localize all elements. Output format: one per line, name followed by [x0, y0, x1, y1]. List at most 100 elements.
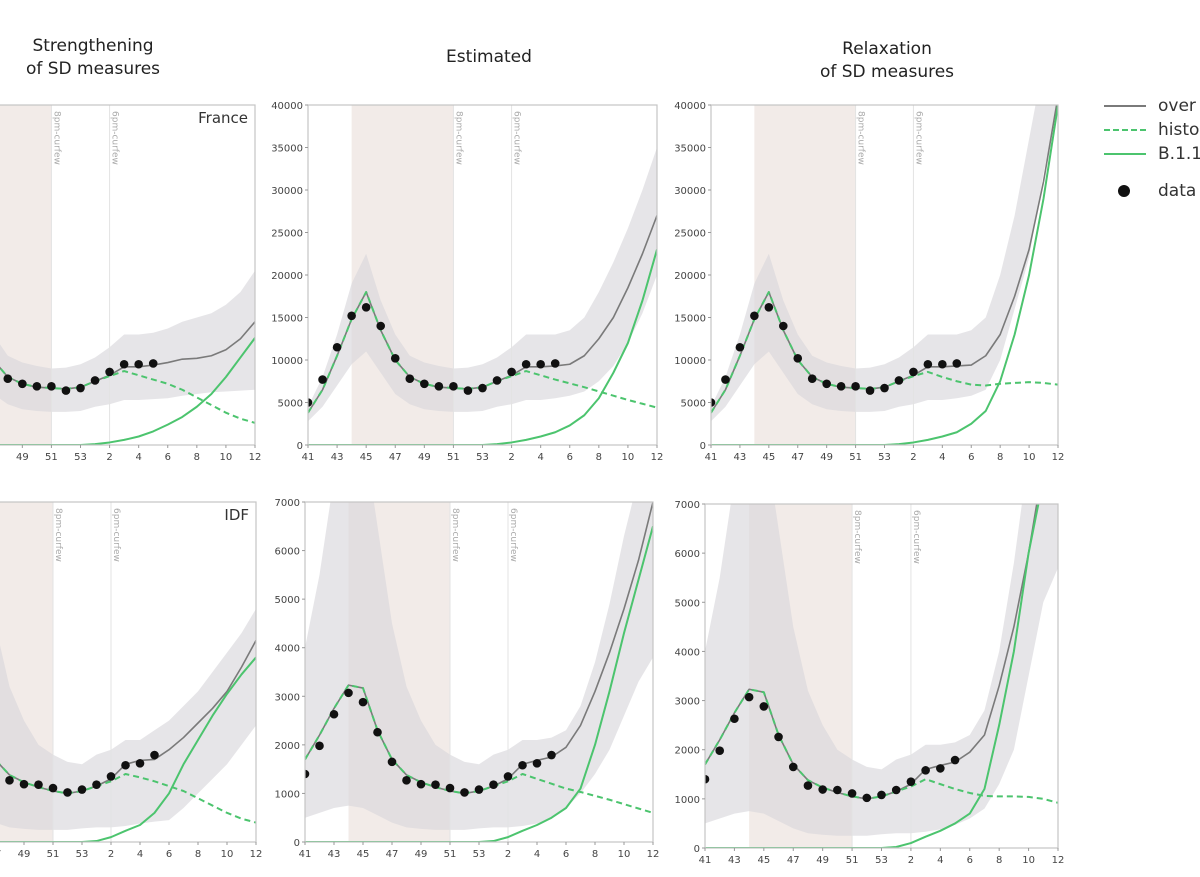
- data-point: [894, 376, 904, 385]
- x-tick-label: 43: [734, 452, 747, 463]
- data-point: [3, 374, 13, 384]
- b117-line: [308, 249, 657, 445]
- data-point: [865, 386, 875, 395]
- x-tick-label: 12: [1052, 452, 1065, 463]
- curfew-label: 6pm-curfew: [508, 508, 518, 562]
- data-point: [134, 359, 143, 369]
- data-point: [744, 692, 754, 702]
- data-point: [862, 793, 872, 803]
- x-tick-label: 12: [647, 849, 660, 860]
- y-tick-label: 4000: [275, 644, 300, 655]
- x-tick-label: 47: [0, 849, 1, 860]
- curfew-label: 8pm-curfew: [453, 111, 463, 165]
- data-point: [518, 760, 527, 770]
- legend-solid-gray-line-icon: [1104, 105, 1146, 107]
- data-point: [19, 779, 29, 789]
- data-point: [478, 383, 487, 393]
- x-tick-label: 53: [473, 849, 486, 860]
- title-line: Strengthening: [32, 36, 154, 56]
- data-point: [63, 788, 72, 797]
- title-line: of SD measures: [25, 59, 161, 79]
- x-tick-label: 41: [299, 849, 312, 860]
- data-point: [521, 359, 531, 369]
- legend-label: histo: [1158, 120, 1200, 140]
- x-tick-label: 6: [567, 452, 573, 463]
- legend-label: data: [1158, 181, 1197, 201]
- y-tick-label: 40000: [271, 101, 303, 112]
- x-tick-label: 51: [849, 452, 862, 463]
- x-tick-label: 51: [444, 849, 457, 860]
- x-tick-label: 4: [534, 849, 540, 860]
- uncertainty-band: [0, 270, 255, 412]
- data-point: [833, 785, 842, 795]
- data-point: [503, 772, 513, 781]
- x-tick-label: 12: [250, 849, 263, 860]
- y-tick-label: 10000: [271, 356, 303, 367]
- curfew-label: 8pm-curfew: [852, 510, 862, 564]
- y-tick-label: 6000: [275, 547, 300, 558]
- data-point: [906, 777, 916, 786]
- data-point: [735, 342, 745, 352]
- x-tick-label: 53: [476, 452, 489, 463]
- x-tick-label: 45: [762, 452, 775, 463]
- data-point: [402, 776, 411, 785]
- region-label: IDF: [224, 506, 249, 524]
- curfew-label: 8pm-curfew: [450, 508, 460, 562]
- data-point: [361, 303, 371, 312]
- data-point: [547, 750, 556, 760]
- data-point: [390, 354, 400, 363]
- x-tick-label: 10: [618, 849, 631, 860]
- y-tick-label: 2000: [275, 741, 300, 752]
- data-point: [47, 382, 56, 391]
- column-title-strengthening: Strengthening of SD measures: [26, 35, 160, 81]
- x-tick-label: 45: [357, 849, 370, 860]
- uncertainty-band: [711, 105, 1058, 422]
- data-point: [923, 359, 933, 369]
- data-point: [715, 746, 725, 755]
- data-point: [836, 382, 846, 391]
- x-tick-label: 45: [360, 452, 373, 463]
- x-tick-label: 2: [108, 849, 114, 860]
- legend-dot-icon: [1118, 185, 1130, 197]
- data-point: [803, 781, 813, 790]
- data-point: [705, 774, 710, 784]
- x-tick-label: 2: [908, 855, 914, 866]
- x-tick-label: 53: [74, 452, 87, 463]
- x-tick-label: 45: [757, 855, 770, 866]
- b117-line: [0, 656, 256, 842]
- data-point: [847, 789, 857, 798]
- legend-label: B.1.1: [1158, 144, 1200, 164]
- data-point: [909, 367, 918, 377]
- legend-dashed-green-line-icon: [1104, 129, 1146, 131]
- data-point: [711, 398, 716, 407]
- data-point: [463, 386, 473, 395]
- data-point: [387, 757, 397, 767]
- x-tick-label: 47: [787, 855, 800, 866]
- data-point: [936, 764, 945, 773]
- x-tick-label: 53: [878, 452, 891, 463]
- data-point: [550, 359, 560, 368]
- data-point: [34, 780, 43, 789]
- x-tick-label: 49: [418, 452, 431, 463]
- data-point: [807, 374, 817, 384]
- x-tick-label: 43: [728, 855, 741, 866]
- x-tick-label: 43: [331, 452, 344, 463]
- data-point: [105, 367, 114, 377]
- y-tick-label: 3000: [275, 692, 300, 703]
- y-tick-label: 30000: [674, 186, 706, 197]
- column-title-estimated: Estimated: [446, 46, 532, 69]
- plot-area: 8pm-curfew 6pm-curfew: [308, 105, 657, 445]
- data-point: [373, 727, 382, 737]
- b117-line: [0, 337, 255, 445]
- x-tick-label: 2: [106, 452, 112, 463]
- x-tick-label: 53: [76, 849, 89, 860]
- x-tick-label: 2: [910, 452, 916, 463]
- data-point: [92, 780, 101, 789]
- data-point: [431, 780, 440, 789]
- x-tick-label: 8: [996, 855, 1002, 866]
- title-line: Estimated: [446, 47, 532, 67]
- x-tick-label: 10: [1022, 855, 1035, 866]
- y-tick-label: 15000: [674, 314, 706, 325]
- x-tick-label: 2: [508, 452, 514, 463]
